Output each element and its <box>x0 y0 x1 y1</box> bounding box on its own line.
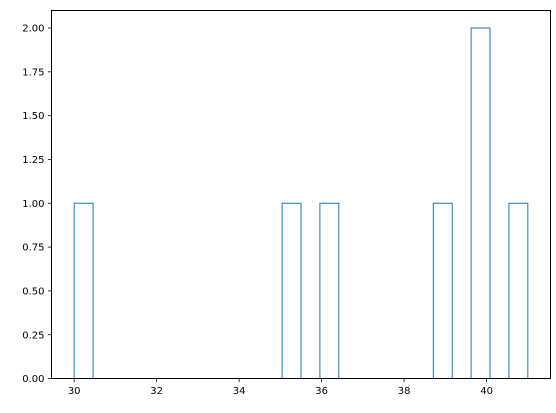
x-tick-label: 30 <box>68 386 81 397</box>
x-tick-label: 32 <box>150 386 163 397</box>
y-tick-label: 0.50 <box>22 286 44 297</box>
y-axis: 0.00 0.25 0.50 0.75 1.00 1.25 1.50 1.75 2.00 <box>22 24 52 385</box>
x-tick-label: 38 <box>398 386 411 397</box>
x-tick-label: 36 <box>315 386 328 397</box>
y-tick-label: 1.25 <box>22 155 44 166</box>
y-tick-label: 0.00 <box>22 374 44 385</box>
y-tick-label: 1.50 <box>22 111 44 122</box>
axes-frame <box>51 10 551 379</box>
x-tick-label: 40 <box>480 386 493 397</box>
y-tick-label: 0.75 <box>22 243 44 254</box>
y-tick-label: 1.00 <box>22 199 44 210</box>
x-tick-label: 34 <box>233 386 246 397</box>
y-tick-label: 2.00 <box>22 24 44 35</box>
x-axis: 30 32 34 36 38 40 <box>68 378 493 397</box>
y-tick-label: 0.25 <box>22 330 44 341</box>
y-tick-label: 1.75 <box>22 67 44 78</box>
